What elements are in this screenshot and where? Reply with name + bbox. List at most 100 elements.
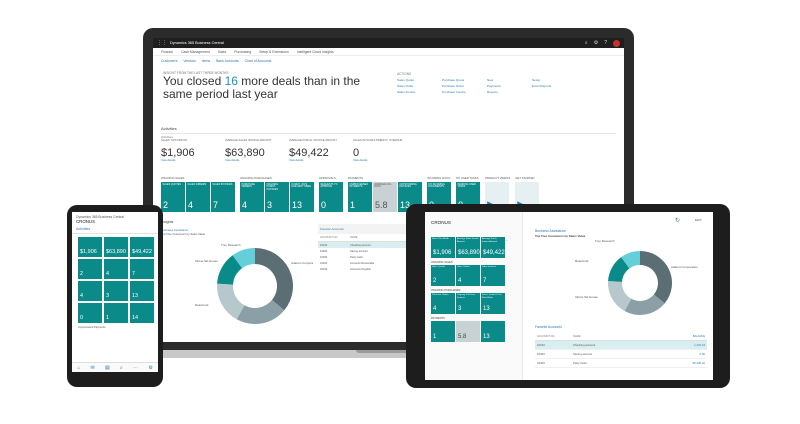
table-row[interactable]: 10300 Petty Cash 96,335.22 [535, 359, 707, 368]
kpi-card[interactable]: SALES INVOICES PREDICT. OVERDUE 0 View det… [353, 139, 403, 162]
table-row[interactable]: 10100 Checking account 1,434.44 [535, 341, 707, 350]
menu-cloud-insights[interactable]: Intelligent Cloud Insights [296, 49, 334, 54]
tile[interactable]: 1 [431, 321, 455, 342]
menu-setup[interactable]: Setup & Extensions [259, 49, 289, 54]
donut-segment[interactable] [608, 257, 630, 282]
inbox-icon[interactable]: ✉ [90, 364, 95, 371]
favorite-accounts-title[interactable]: Favorite Accounts [318, 224, 458, 234]
link-vendors[interactable]: Vendors [183, 58, 196, 63]
tablet-favorite-accounts-title[interactable]: Favorite Accounts [535, 325, 562, 329]
table-row[interactable]: 10200 Saving account [318, 248, 458, 254]
link-items[interactable]: Items [201, 58, 211, 63]
action-link[interactable]: Sales Invoice [397, 90, 416, 94]
kpi-card[interactable]: AVERAGE SALES INVOICE AMOUNT $63,890 View … [225, 139, 275, 162]
action-link[interactable]: Payments [487, 84, 501, 88]
action-link[interactable]: Sales Order [397, 84, 414, 88]
donut-segment[interactable] [621, 251, 640, 269]
gear-icon[interactable]: ⚙ [593, 40, 599, 46]
home-icon[interactable]: ⌂ [77, 364, 81, 371]
tile[interactable]: 2 [78, 259, 102, 279]
action-link[interactable]: Setup [532, 78, 541, 82]
donut-segment[interactable] [217, 283, 245, 320]
search-icon[interactable]: ⌕ [584, 40, 588, 46]
tile[interactable]: Sales Orders 4 [456, 265, 480, 286]
tile[interactable]: SALES INVOICES 7 [211, 182, 235, 212]
search-icon[interactable]: ⌕ [119, 364, 123, 371]
action-link[interactable]: Purchase Quote [442, 78, 465, 82]
tile[interactable]: Purchase Orders 4 [431, 293, 455, 314]
menu-purchasing[interactable]: Purchasing [234, 49, 252, 54]
app-launcher-icon[interactable]: ⋮⋮ [157, 40, 167, 46]
tile[interactable]: 5.8 [456, 321, 480, 342]
kpi-link[interactable]: View details [225, 159, 240, 162]
action-link[interactable]: Purchase Order [442, 84, 464, 88]
tile[interactable]: 4 [104, 259, 128, 279]
menu-sales[interactable]: Sales [217, 49, 227, 54]
tile[interactable]: $63,890 [104, 237, 128, 257]
table-row[interactable]: 20100 Accounts Payable [318, 267, 458, 273]
tile[interactable]: Purch. Invoices Due Next Week 13 [481, 293, 505, 314]
tile[interactable]: PURCHASE ORDERS 4 [240, 182, 264, 212]
kpi-card[interactable]: SALES THIS MONTH $1,906 View details [161, 139, 211, 162]
table-row[interactable]: 10200 Saving account 0.00 [535, 350, 707, 359]
donut-segment[interactable] [608, 280, 632, 312]
menu-cash-management[interactable]: Cash Management [181, 49, 210, 54]
donut-segment[interactable] [640, 251, 672, 304]
tile[interactable]: 4 [78, 281, 102, 301]
tile[interactable]: 7 [130, 259, 154, 279]
action-link[interactable]: New [487, 78, 494, 82]
donut-segment[interactable] [624, 294, 665, 315]
table-row[interactable]: 10300 Petty Cash [318, 254, 458, 260]
action-link[interactable]: Excel Reports [532, 84, 552, 88]
avatar[interactable] [613, 39, 620, 47]
tile[interactable]: $49,422 [130, 237, 154, 257]
kpi-link[interactable]: View details [353, 159, 368, 162]
tile[interactable]: Sales Invoices 7 [481, 265, 505, 286]
tile[interactable]: 14 [130, 303, 154, 323]
refresh-icon[interactable]: ↻ [675, 218, 681, 224]
tile[interactable]: Sales This Month $1,906 [431, 237, 455, 258]
table-row[interactable]: 10400 Accounts Receivable [318, 261, 458, 267]
tile[interactable]: PURCH. INVS. DUE NEXT WEEK 13 [290, 182, 314, 212]
phone-activities-tab[interactable]: Activities [72, 224, 158, 234]
donut-segment[interactable] [232, 248, 255, 269]
tile[interactable]: 13 [481, 321, 505, 342]
tile[interactable]: 3 [104, 281, 128, 301]
help-icon[interactable]: ? [604, 40, 607, 46]
kpi-link[interactable]: View details [289, 159, 304, 162]
menu-finance[interactable]: Finance [161, 49, 174, 54]
more-icon[interactable]: ⋯ [503, 238, 508, 244]
link-customers[interactable]: Customers [161, 58, 178, 63]
kpi-card[interactable]: AVERAGE PURCH. INVOICE AMOUNT $49,422 View… [289, 139, 339, 162]
tile[interactable]: SALES ORDERS 4 [186, 182, 210, 212]
tile[interactable]: 1 [104, 303, 128, 323]
action-link[interactable]: Reports [487, 90, 498, 94]
tile[interactable]: Average Sales Invoice Amount $63,890 [456, 237, 480, 258]
link-chart-of-accounts[interactable]: Chart of Accounts [244, 58, 272, 63]
tile[interactable]: Sales Quotes 2 [431, 265, 455, 286]
donut-segment[interactable] [217, 255, 243, 285]
business-assistance-title[interactable]: Business Assistance [161, 228, 189, 232]
tile[interactable]: $1,906 [78, 237, 102, 257]
tile[interactable]: Ongoing Purchase Invoices 3 [456, 293, 480, 314]
donut-segment[interactable] [236, 300, 285, 324]
tile[interactable]: UNPROCESSED PAYMENTS 1 [348, 182, 372, 212]
tile[interactable]: REQUESTS TO APPROVE 0 [319, 182, 343, 212]
gear-icon[interactable]: ⚙ [148, 364, 153, 371]
more-icon[interactable]: ⋯ [133, 364, 139, 371]
tile[interactable]: AVERAGE COL. DAYS 5.8 [373, 182, 397, 212]
kpi-link[interactable]: View details [161, 159, 176, 162]
tile[interactable]: 13 [130, 281, 154, 301]
action-link[interactable]: Purchase Invoice [442, 90, 466, 94]
tile[interactable]: 0 [78, 303, 102, 323]
action-link[interactable]: Sales Quote [397, 78, 415, 82]
tile[interactable]: ONGOING PURCH. INVOICES 3 [265, 182, 289, 212]
tile[interactable]: SALES QUOTES 2 [161, 182, 185, 212]
table-row[interactable]: 10100 Checking account [318, 242, 458, 249]
donut-segment[interactable] [255, 248, 293, 311]
link-bank-accounts[interactable]: Bank Accounts [216, 58, 239, 63]
edit-button[interactable]: EDIT [695, 218, 702, 222]
tile[interactable]: Average Purch. Invoice Amount $49,422 [481, 237, 505, 258]
tablet-business-assistance-title[interactable]: Business Assistance [535, 229, 566, 233]
reports-icon[interactable]: ▤ [104, 364, 110, 371]
